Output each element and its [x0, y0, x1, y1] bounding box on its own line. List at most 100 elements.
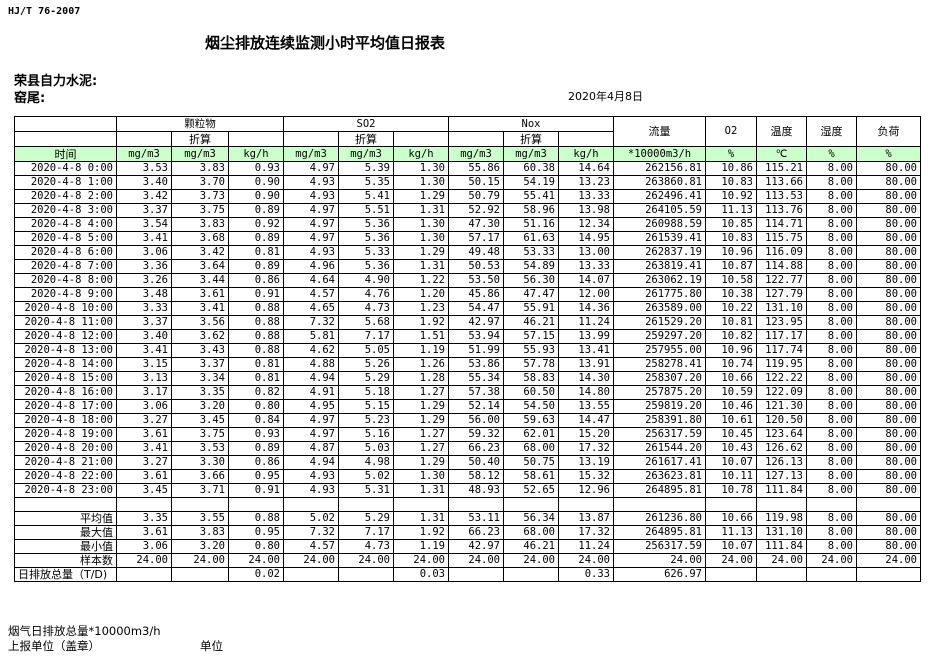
- data-cell: 24.00: [613, 553, 706, 568]
- data-cell: 3.71: [171, 483, 229, 498]
- header-temperature: 温度: [756, 116, 807, 147]
- data-cell: 17.32: [558, 525, 614, 540]
- data-cell: 8.00: [806, 511, 857, 526]
- data-cell: 14.30: [558, 371, 614, 386]
- data-cell: 1.31: [393, 483, 449, 498]
- data-cell: 0.88: [228, 511, 284, 526]
- data-cell: 0.89: [228, 441, 284, 456]
- data-cell: 10.86: [705, 161, 757, 176]
- data-cell: 257875.20: [613, 385, 706, 400]
- header-blank: [283, 131, 339, 147]
- data-cell: 0.88: [228, 315, 284, 330]
- data-cell: 24.00: [705, 553, 757, 568]
- data-cell: 8.00: [806, 245, 857, 260]
- data-cell: 3.64: [171, 259, 229, 274]
- row-label: 2020-4-8 9:00: [14, 287, 117, 302]
- data-cell: 12.34: [558, 217, 614, 232]
- data-cell: 0.93: [228, 161, 284, 176]
- data-cell: 3.27: [116, 455, 172, 470]
- data-cell: 114.71: [756, 217, 807, 232]
- data-cell: 24.00: [558, 553, 614, 568]
- data-cell: 10.59: [705, 385, 757, 400]
- empty-cell: [171, 497, 229, 512]
- data-cell: 53.94: [448, 329, 504, 344]
- data-cell: 80.00: [856, 175, 921, 190]
- data-cell: 263623.81: [613, 469, 706, 484]
- row-label: 2020-4-8 8:00: [14, 273, 117, 288]
- data-cell: 24.00: [856, 553, 921, 568]
- data-cell: 24.00: [283, 553, 339, 568]
- data-cell: 80.00: [856, 259, 921, 274]
- empty-cell: [613, 497, 706, 512]
- data-cell: 13.91: [558, 357, 614, 372]
- data-cell: 52.65: [503, 483, 559, 498]
- data-cell: 3.30: [171, 455, 229, 470]
- data-cell: 13.55: [558, 399, 614, 414]
- data-cell: 262496.41: [613, 189, 706, 204]
- data-cell: 123.95: [756, 315, 807, 330]
- header-humidity: 湿度: [806, 116, 857, 147]
- data-cell: 42.97: [448, 315, 504, 330]
- data-cell: 1.92: [393, 315, 449, 330]
- data-cell: 4.91: [283, 385, 339, 400]
- data-cell: 24.00: [503, 553, 559, 568]
- data-cell: 3.53: [171, 441, 229, 456]
- data-cell: 59.63: [503, 413, 559, 428]
- data-cell: 0.88: [228, 329, 284, 344]
- data-cell: 80.00: [856, 385, 921, 400]
- data-cell: 24.00: [806, 553, 857, 568]
- data-cell: 0.88: [228, 301, 284, 316]
- data-cell: 3.83: [171, 217, 229, 232]
- data-cell: 4.98: [338, 455, 394, 470]
- report-table: 颗粒物 SO2 Nox 流量 O2 温度 湿度 负荷 折算 折算 折算 时间 m…: [14, 116, 921, 582]
- data-cell: 3.42: [116, 189, 172, 204]
- data-cell: 5.39: [338, 161, 394, 176]
- hourly-row: 2020-4-8 8:00 3.26 3.44 0.86 4.64 4.90 1.22 53.…: [14, 273, 921, 288]
- data-cell: 5.81: [283, 329, 339, 344]
- data-cell: 5.29: [338, 511, 394, 526]
- data-cell: 3.33: [116, 301, 172, 316]
- data-cell: 4.93: [283, 469, 339, 484]
- data-cell: 24.00: [338, 553, 394, 568]
- data-cell: 3.42: [171, 245, 229, 260]
- data-cell: 47.47: [503, 287, 559, 302]
- data-cell: 50.79: [448, 189, 504, 204]
- data-cell: 119.98: [756, 511, 807, 526]
- data-cell: 66.23: [448, 441, 504, 456]
- report-date: 2020年4月8日: [568, 90, 643, 103]
- data-cell: 11.24: [558, 315, 614, 330]
- data-cell: 10.07: [705, 539, 757, 554]
- header-particulate-converted: 折算: [171, 131, 229, 147]
- data-cell: 0.81: [228, 357, 284, 372]
- data-cell: 3.61: [116, 469, 172, 484]
- empty-cell: [448, 497, 504, 512]
- data-cell: 66.23: [448, 525, 504, 540]
- summary-row: 最大值 3.61 3.83 0.95 7.32 7.17 1.92 66.23 68.00 17.…: [14, 525, 921, 540]
- summary-row: 日排放总量（T/D) 0.02 0.03 0.33 626.97: [14, 567, 921, 582]
- data-cell: 13.33: [558, 259, 614, 274]
- data-cell: 5.33: [338, 245, 394, 260]
- data-cell: 0.80: [228, 399, 284, 414]
- header-so2-converted: 折算: [338, 131, 394, 147]
- data-cell: 58.12: [448, 469, 504, 484]
- unit-cell: kg/h: [558, 146, 614, 162]
- hourly-row: 2020-4-8 19:00 3.61 3.75 0.93 4.97 5.16 1.27 59…: [14, 427, 921, 442]
- row-label: 2020-4-8 19:00: [14, 427, 117, 442]
- data-cell: 10.83: [705, 175, 757, 190]
- data-cell: 3.55: [171, 511, 229, 526]
- data-cell: 49.48: [448, 245, 504, 260]
- unit-cell: *10000m3/h: [613, 146, 706, 162]
- data-cell: 5.15: [338, 399, 394, 414]
- data-cell: 0.88: [228, 343, 284, 358]
- row-label: 2020-4-8 11:00: [14, 315, 117, 330]
- row-label: 2020-4-8 10:00: [14, 301, 117, 316]
- data-cell: 8.00: [806, 301, 857, 316]
- data-cell: 3.61: [171, 287, 229, 302]
- data-cell: 3.36: [116, 259, 172, 274]
- header-particulate: 颗粒物: [116, 116, 284, 132]
- data-cell: 10.46: [705, 399, 757, 414]
- data-cell: 3.56: [171, 315, 229, 330]
- data-cell: 13.00: [558, 245, 614, 260]
- data-cell: 3.41: [116, 343, 172, 358]
- data-cell: 4.93: [283, 175, 339, 190]
